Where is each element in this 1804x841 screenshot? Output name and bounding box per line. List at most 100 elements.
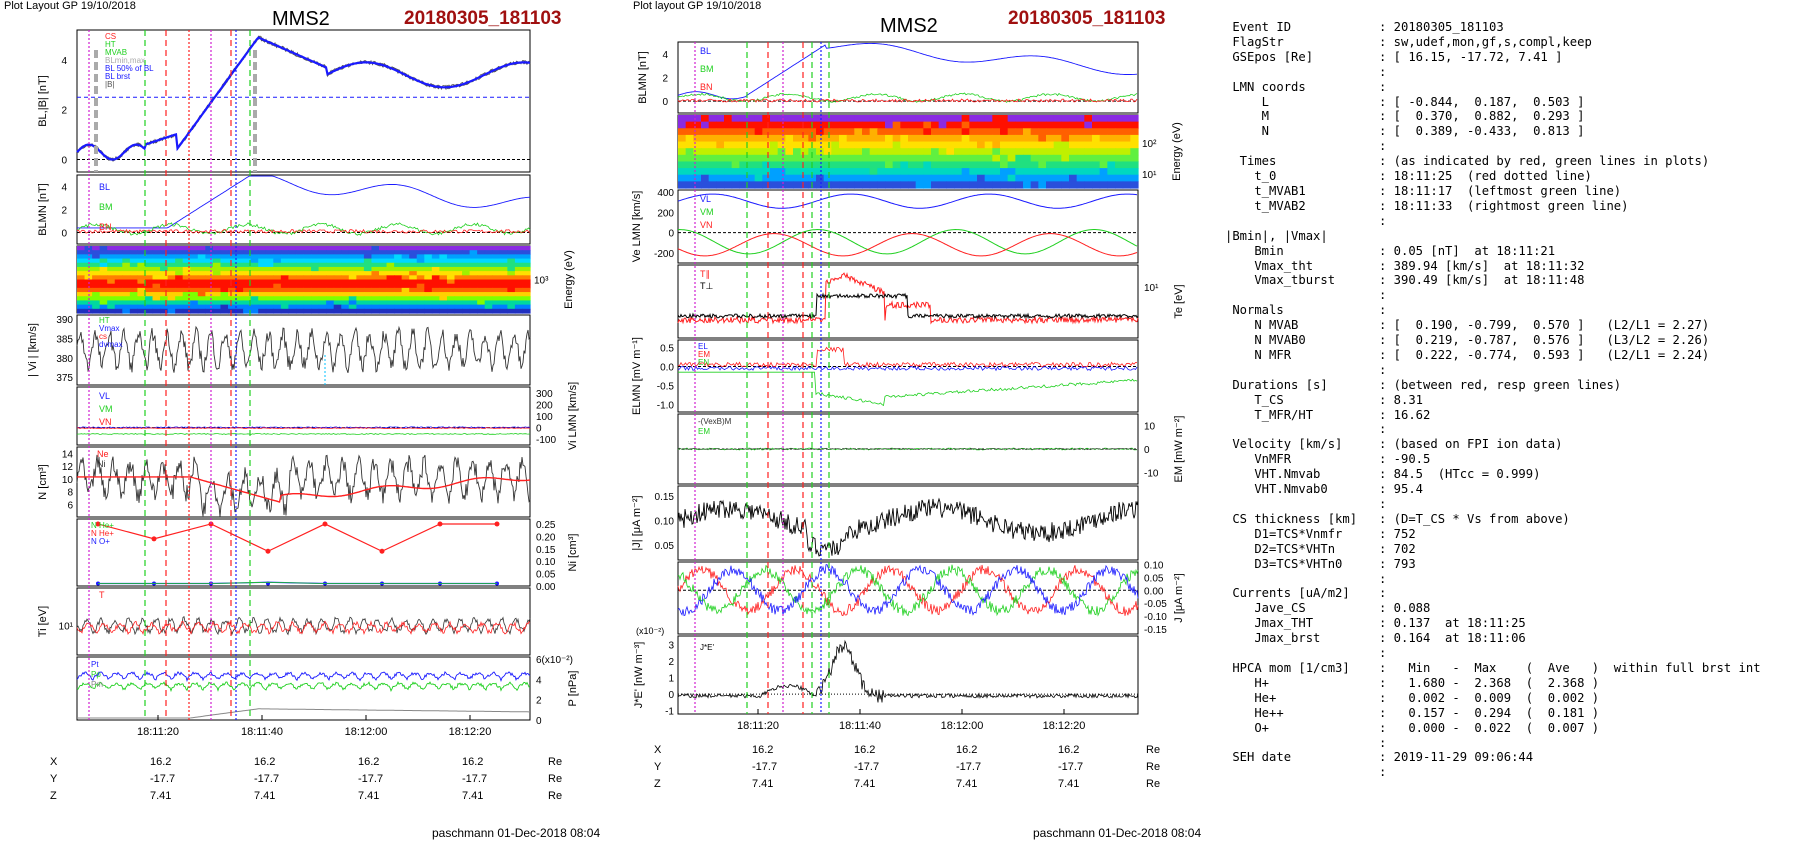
spectrogram-cell [416, 250, 425, 255]
spectrogram-cell [386, 271, 395, 276]
spectrogram-cell [84, 262, 93, 268]
y-tick-label: 0.15 [655, 492, 675, 503]
spectrogram-cell [1122, 174, 1131, 182]
spectrogram-cell [678, 168, 687, 176]
spectrogram-cell [92, 271, 101, 276]
spectrogram-cell [846, 134, 855, 143]
spectrogram-cell [1099, 181, 1108, 189]
y-tick-label: 100 [536, 412, 553, 423]
spectrogram-cell [175, 283, 184, 289]
info-row: M: [ 0.370, 0.882, 0.293 ] [1225, 109, 1761, 124]
spectrogram-cell [862, 168, 871, 176]
spectrogram-cell [908, 168, 917, 176]
spectrogram-cell [1015, 115, 1024, 123]
spectrogram-cell [969, 161, 978, 169]
spectrogram-cell [311, 300, 320, 306]
spectrogram-cell [295, 296, 305, 302]
spectrogram-cell [1000, 154, 1009, 163]
legend-item: N He+ [91, 529, 114, 538]
y-tick-label: 10² [1142, 139, 1157, 150]
spectrogram-cell [454, 304, 463, 310]
spectrogram-cell [84, 266, 93, 272]
spectrogram-cell [938, 121, 947, 129]
spectrogram-cell [701, 168, 710, 176]
spectrogram-cell [205, 246, 214, 251]
spectrogram-cell [885, 148, 894, 156]
y-tick-label: 3 [668, 640, 674, 651]
spectrogram-cell [160, 250, 169, 255]
spectrogram-cell [507, 275, 516, 281]
coord-value: 16.2 [854, 744, 876, 756]
y-tick-label: 200 [536, 400, 553, 411]
spectrogram-cell [371, 258, 380, 264]
spectrogram-cell [273, 262, 282, 268]
spectrogram-cell [182, 304, 191, 310]
spectrogram-cell [205, 287, 214, 293]
info-row: Normals: [1225, 303, 1761, 318]
spectrogram-cell [265, 292, 274, 297]
spectrogram-cell [984, 121, 993, 129]
spectrogram-cell [462, 287, 471, 293]
spectrogram-cell [250, 246, 259, 251]
spectrogram-cell [416, 287, 425, 293]
spectrogram-cell [401, 283, 410, 289]
spectrogram-cell [462, 304, 471, 310]
spectrogram-cell [167, 258, 176, 264]
spectrogram-cell [228, 292, 237, 297]
spectrogram-cell [394, 246, 403, 251]
spectrogram-cell [1038, 121, 1047, 129]
panel-frame-ve [677, 189, 1139, 264]
info-value: : 16.62 [1379, 407, 1431, 422]
spectrogram-cell [107, 283, 116, 289]
spectrogram-cell [731, 141, 740, 149]
spectrogram-cell [348, 279, 357, 285]
spectrogram-cell [961, 161, 970, 169]
y-tick-label: 10 [1144, 422, 1156, 433]
spectrogram-cell [77, 296, 86, 302]
y-axis-label: J*E' [nW m⁻³] [633, 642, 645, 709]
spectrogram-cell [212, 254, 222, 260]
spectrogram-cell [854, 115, 863, 123]
left-title: MMS2 [272, 8, 330, 30]
spectrogram-cell [839, 121, 848, 129]
spectrogram-cell [92, 254, 101, 260]
spectrogram-cell [1046, 141, 1055, 149]
spectrogram-cell [1099, 174, 1108, 182]
spectrogram-cell [197, 250, 206, 255]
spectrogram-cell [107, 262, 116, 268]
spectrogram-cell [250, 254, 259, 260]
spectrogram-cell [122, 287, 131, 293]
spectrogram-cell [961, 115, 970, 123]
spectrogram-cell [250, 292, 259, 297]
spectrogram-cell [137, 250, 146, 255]
spectrogram-cell [371, 300, 380, 306]
spectrogram-cell [303, 287, 312, 293]
spectrogram-cell [303, 254, 312, 260]
info-row: He+: 0.002 - 0.009 ( 0.002 ) [1225, 691, 1761, 706]
spectrogram-cell [416, 300, 425, 306]
spectrogram-cell [507, 250, 516, 255]
spectrogram-cell [908, 174, 917, 182]
spectrogram-cell [693, 115, 702, 123]
spectrogram-cell [250, 279, 259, 285]
spectrogram-cell [992, 128, 1001, 136]
info-key: T_CS [1225, 392, 1284, 407]
spectrogram-cell [862, 181, 871, 189]
spectrogram-cell [785, 128, 794, 136]
spectrogram-cell [747, 181, 756, 189]
spectrogram-cell [716, 174, 725, 182]
spectrogram-cell [243, 250, 252, 255]
spectrogram-cell [522, 279, 531, 285]
spectrogram-cell [831, 128, 840, 136]
spectrogram-cell [379, 271, 388, 276]
info-row: : [1225, 572, 1761, 587]
spectrogram-cell [1061, 174, 1070, 182]
spectrogram-cell [137, 283, 146, 289]
spectrogram-cell [190, 250, 199, 255]
info-key: VnMFR [1225, 452, 1292, 467]
spectrogram-cell [220, 246, 229, 251]
spectrogram-cell [152, 266, 161, 272]
spectrogram-cell [1130, 128, 1139, 136]
spectrogram-cell [280, 271, 289, 276]
spectrogram-cell [1046, 148, 1055, 156]
